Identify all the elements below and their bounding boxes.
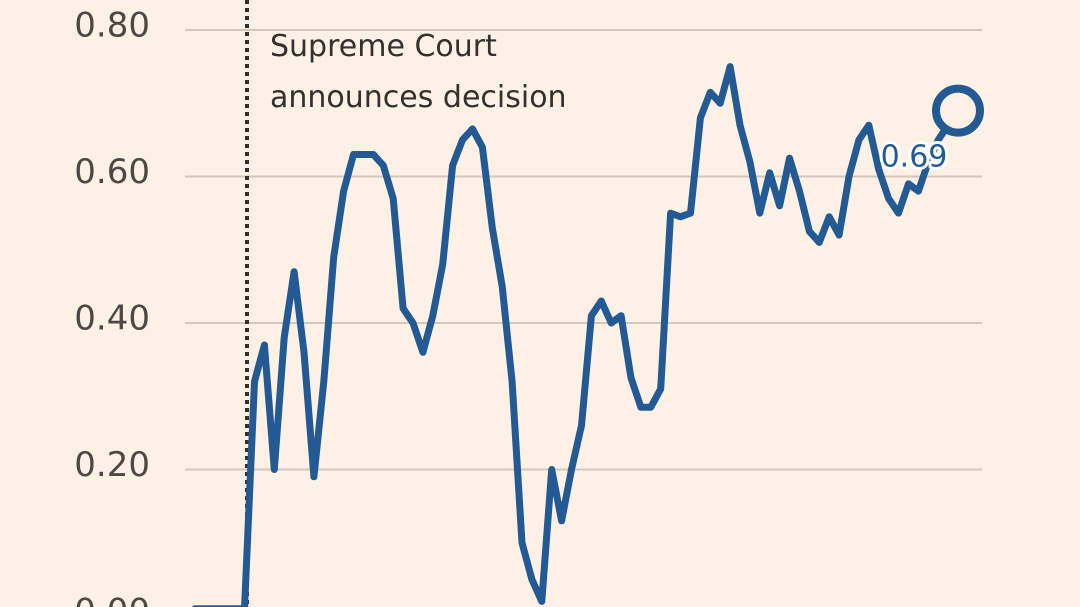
y-tick-label: 0.20 xyxy=(74,445,150,485)
annotation: Supreme Court xyxy=(270,29,497,64)
y-tick-label: 0.00 xyxy=(74,592,150,607)
end-marker xyxy=(932,84,984,137)
annotation: announces decision xyxy=(270,80,567,115)
y-tick-label: 0.40 xyxy=(74,299,150,339)
y-tick-label: 0.60 xyxy=(74,152,150,192)
value-label: 0.69 xyxy=(881,140,948,175)
y-tick-label: 0.80 xyxy=(74,6,150,46)
data-line xyxy=(191,63,962,607)
